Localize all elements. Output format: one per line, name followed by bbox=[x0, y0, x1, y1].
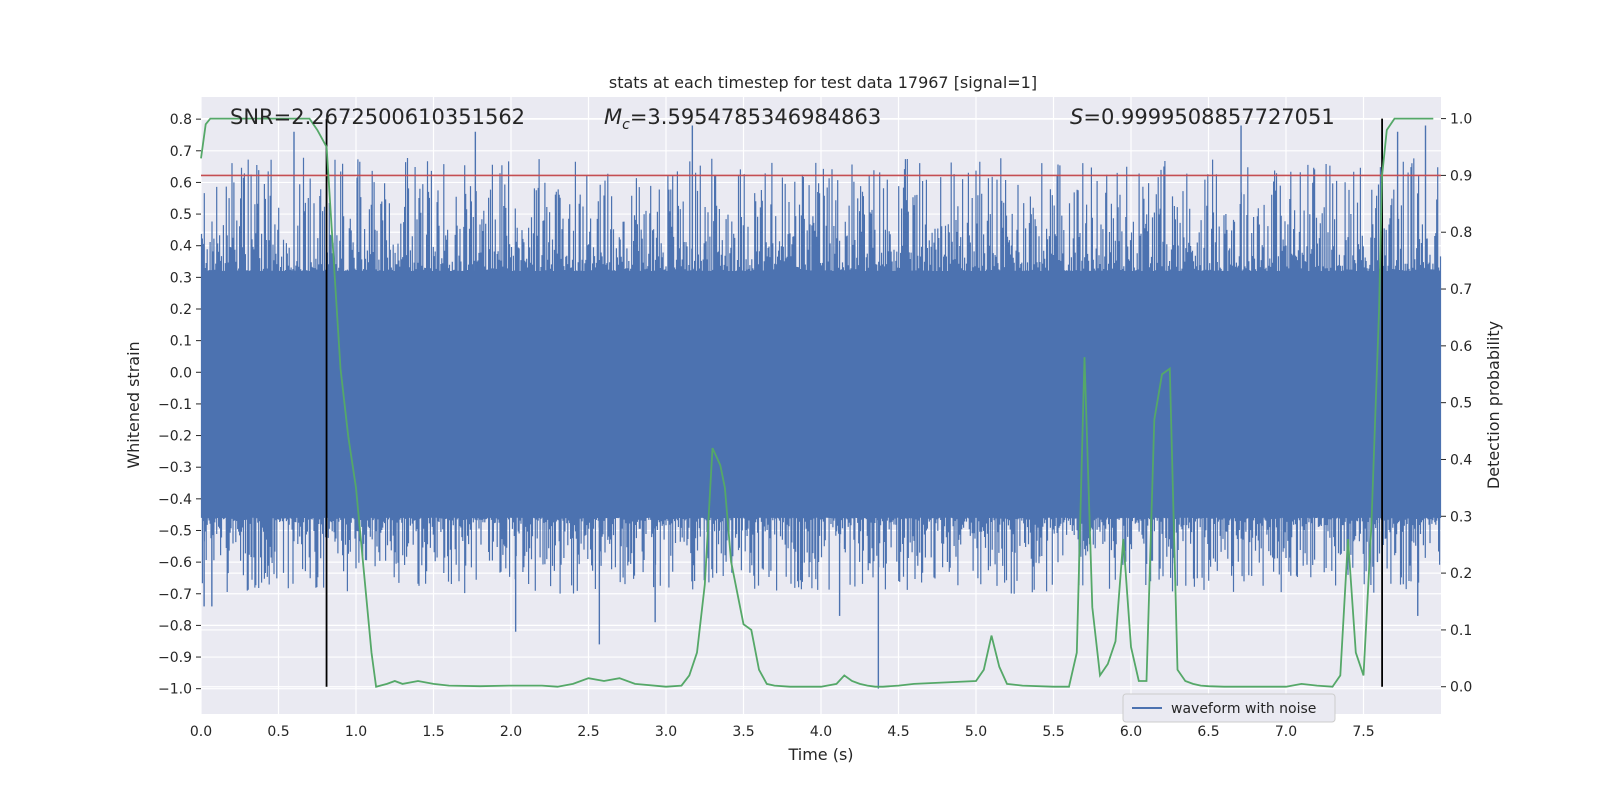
x-tick-label: 1.5 bbox=[422, 724, 444, 740]
y-tick-label: −0.4 bbox=[158, 492, 192, 508]
y2-tick-label: 0.9 bbox=[1450, 168, 1472, 184]
snr-annotation: SNR=2.2672500610351562 bbox=[230, 105, 525, 129]
y-tick-label: 0.4 bbox=[170, 239, 192, 255]
x-tick-label: 5.0 bbox=[965, 724, 987, 740]
legend-label: waveform with noise bbox=[1171, 701, 1316, 717]
y-tick-label: 0.6 bbox=[170, 175, 192, 191]
y-tick-label: 0.0 bbox=[170, 365, 192, 381]
y2-axis-ticks: 1.0 0.9 0.8 0.7 0.6 0.5 0.4 0.3 0.2 0.1 0.0 bbox=[1441, 112, 1472, 696]
y-tick-label: −0.8 bbox=[158, 618, 192, 634]
x-tick-label: 6.5 bbox=[1197, 724, 1219, 740]
y-tick-label: −0.1 bbox=[158, 397, 192, 413]
score-annotation: S=0.9999508857727051 bbox=[1070, 105, 1335, 129]
x-tick-label: 7.5 bbox=[1352, 724, 1374, 740]
probability-series bbox=[200, 117, 1434, 688]
y-tick-label: 0.5 bbox=[170, 207, 192, 223]
y-tick-label: −0.6 bbox=[158, 555, 192, 571]
y-tick-label: 0.2 bbox=[170, 302, 192, 318]
y-tick-label: −0.3 bbox=[158, 460, 192, 476]
y-axis-ticks: 0.8 0.7 0.6 0.5 0.4 0.3 0.2 0.1 0.0 −0.1 −0.2 −0.3 −… bbox=[158, 112, 201, 698]
x-tick-label: 0.5 bbox=[267, 724, 289, 740]
y2-tick-label: 0.1 bbox=[1450, 623, 1472, 639]
x-tick-label: 2.5 bbox=[577, 724, 599, 740]
chirp-mass-subscript: c bbox=[622, 117, 630, 133]
legend: waveform with noise bbox=[1122, 693, 1336, 723]
score-symbol: S bbox=[1070, 105, 1083, 129]
waveform-line bbox=[200, 157, 1442, 594]
x-tick-label: 6.0 bbox=[1120, 724, 1142, 740]
x-axis-label: Time (s) bbox=[787, 745, 853, 764]
y2-tick-label: 0.0 bbox=[1450, 680, 1472, 696]
x-tick-label: 3.0 bbox=[655, 724, 677, 740]
x-tick-label: 7.0 bbox=[1275, 724, 1297, 740]
y-tick-label: 0.3 bbox=[170, 270, 192, 286]
x-tick-label: 4.5 bbox=[887, 724, 909, 740]
y2-tick-label: 0.7 bbox=[1450, 282, 1472, 298]
x-axis-ticks: 0.0 0.5 1.0 1.5 2.0 2.5 3.0 3.5 4.0 4.5 5.0 5.5 6.0 6… bbox=[190, 724, 1375, 740]
x-tick-label: 0.0 bbox=[190, 724, 212, 740]
y-tick-label: −0.7 bbox=[158, 587, 192, 603]
chart-title: stats at each timestep for test data 179… bbox=[609, 73, 1037, 92]
y2-tick-label: 1.0 bbox=[1450, 112, 1472, 128]
x-tick-label: 5.5 bbox=[1042, 724, 1064, 740]
y2-tick-label: 0.6 bbox=[1450, 339, 1472, 355]
score-value: =0.9999508857727051 bbox=[1083, 105, 1334, 129]
chirp-mass-annotation: Mc=3.5954785346984863 bbox=[604, 105, 881, 133]
y2-tick-label: 0.8 bbox=[1450, 225, 1472, 241]
y-tick-label: −1.0 bbox=[158, 682, 192, 698]
y2-tick-label: 0.2 bbox=[1450, 566, 1472, 582]
y-tick-label: −0.2 bbox=[158, 429, 192, 445]
x-tick-label: 3.5 bbox=[732, 724, 754, 740]
x-tick-label: 2.0 bbox=[500, 724, 522, 740]
probability-line bbox=[200, 117, 1434, 688]
y-tick-label: 0.1 bbox=[170, 334, 192, 350]
y2-axis-label: Detection probability bbox=[1484, 321, 1503, 489]
legend-box bbox=[1122, 693, 1336, 723]
chirp-mass-value: =3.5954785346984863 bbox=[630, 105, 881, 129]
waveform-series bbox=[200, 125, 1442, 689]
chirp-mass-symbol: M bbox=[604, 105, 622, 129]
y-tick-label: 0.8 bbox=[170, 112, 192, 128]
y-tick-label: −0.9 bbox=[158, 650, 192, 666]
y-tick-label: −0.5 bbox=[158, 523, 192, 539]
y2-tick-label: 0.4 bbox=[1450, 452, 1472, 468]
y2-tick-label: 0.5 bbox=[1450, 396, 1472, 412]
y-tick-label: 0.7 bbox=[170, 144, 192, 160]
y-axis-label: Whitened strain bbox=[124, 341, 143, 468]
x-tick-label: 1.0 bbox=[345, 724, 367, 740]
x-tick-label: 4.0 bbox=[810, 724, 832, 740]
y2-tick-label: 0.3 bbox=[1450, 509, 1472, 525]
